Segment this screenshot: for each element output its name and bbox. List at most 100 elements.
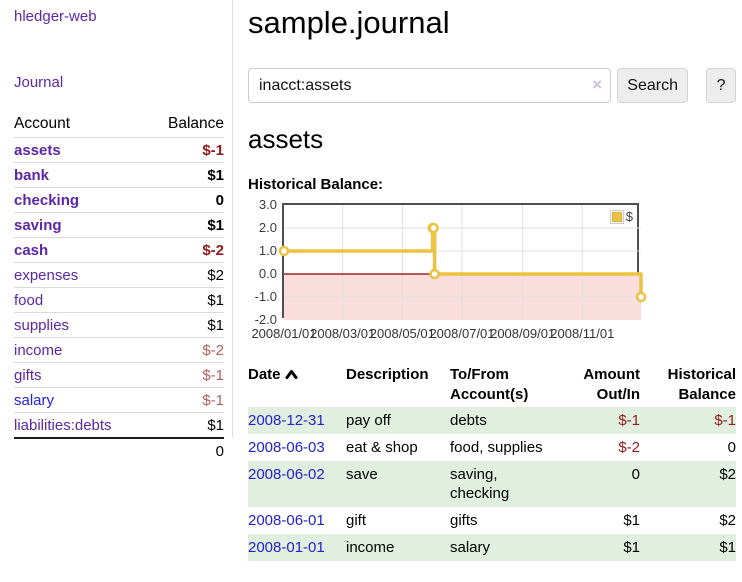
transaction-accounts: food, supplies bbox=[450, 434, 548, 461]
account-row-bank: bank $1 bbox=[14, 163, 224, 188]
account-balance: $-2 bbox=[147, 238, 224, 263]
col-header-balance: Historical Balance bbox=[640, 363, 736, 407]
accounts-col-account: Account bbox=[14, 112, 147, 138]
account-link-checking[interactable]: checking bbox=[14, 192, 79, 209]
account-heading: assets bbox=[248, 124, 736, 155]
transaction-balance: $2 bbox=[640, 507, 736, 534]
transaction-amount: 0 bbox=[548, 461, 640, 507]
search-form: × Search ? bbox=[248, 68, 736, 103]
accounts-col-balance: Balance bbox=[147, 112, 224, 138]
transaction-date-link[interactable]: 2008-12-31 bbox=[248, 412, 325, 429]
col-header-date-label: Date bbox=[248, 366, 281, 383]
col-header-date[interactable]: Date bbox=[248, 363, 346, 407]
transaction-amount: $1 bbox=[548, 534, 640, 561]
account-row-gifts: gifts $-1 bbox=[14, 363, 224, 388]
transaction-amount: $1 bbox=[548, 507, 640, 534]
chart-title: Historical Balance: bbox=[248, 176, 736, 193]
account-row-cash: cash $-2 bbox=[14, 238, 224, 263]
account-row-assets: assets $-1 bbox=[14, 138, 224, 163]
transaction-description: income bbox=[346, 534, 450, 561]
search-input[interactable] bbox=[248, 68, 611, 103]
account-link-saving[interactable]: saving bbox=[14, 217, 62, 234]
app-title-link[interactable]: hledger-web bbox=[14, 8, 224, 25]
account-link-food[interactable]: food bbox=[14, 292, 43, 309]
account-balance: 0 bbox=[147, 188, 224, 213]
search-button[interactable]: Search bbox=[617, 68, 688, 103]
transaction-date-link[interactable]: 2008-06-02 bbox=[248, 466, 325, 483]
transaction-accounts: salary bbox=[450, 534, 548, 561]
sidebar-item-journal[interactable]: Journal bbox=[14, 74, 224, 91]
legend-label: $ bbox=[626, 209, 633, 224]
help-button[interactable]: ? bbox=[706, 68, 736, 103]
account-balance: $1 bbox=[147, 163, 224, 188]
page-title: sample.journal bbox=[248, 5, 736, 41]
transaction-row: 2008-01-01 income salary $1 $1 bbox=[248, 534, 736, 561]
legend-swatch-icon bbox=[610, 210, 624, 224]
y-axis-tick-label: -2.0 bbox=[248, 312, 277, 327]
transaction-row: 2008-06-03 eat & shop food, supplies $-2… bbox=[248, 434, 736, 461]
y-axis-tick-label: 3.0 bbox=[248, 197, 277, 212]
chart-canvas bbox=[284, 205, 641, 320]
clear-search-icon[interactable]: × bbox=[592, 75, 602, 95]
transaction-date-link[interactable]: 2008-01-01 bbox=[248, 539, 325, 556]
sort-ascending-icon bbox=[285, 366, 298, 386]
account-row-salary: salary $-1 bbox=[14, 388, 224, 413]
account-link-cash[interactable]: cash bbox=[14, 242, 48, 259]
y-axis-tick-label: 1.0 bbox=[248, 243, 277, 258]
transaction-balance: $1 bbox=[640, 534, 736, 561]
transaction-description: gift bbox=[346, 507, 450, 534]
accounts-table: Account Balance assets $-1 bank $1 check… bbox=[14, 112, 224, 463]
y-axis-tick-label: -1.0 bbox=[248, 289, 277, 304]
sidebar: hledger-web Journal Account Balance asse… bbox=[0, 0, 233, 438]
transaction-accounts: saving, checking bbox=[450, 461, 548, 507]
transaction-accounts: gifts bbox=[450, 507, 548, 534]
transactions-header-row: Date Description To/From Account(s) Amou… bbox=[248, 363, 736, 407]
account-balance: $-1 bbox=[147, 138, 224, 163]
transaction-accounts: debts bbox=[450, 407, 548, 434]
col-header-accounts: To/From Account(s) bbox=[450, 363, 548, 407]
transaction-row: 2008-06-02 save saving, checking 0 $2 bbox=[248, 461, 736, 507]
account-balance: $1 bbox=[147, 413, 224, 439]
account-balance: $-1 bbox=[147, 388, 224, 413]
x-axis-tick-label: 2008/11/01 bbox=[545, 326, 619, 341]
transaction-date-link[interactable]: 2008-06-03 bbox=[248, 439, 325, 456]
account-row-income: income $-2 bbox=[14, 338, 224, 363]
transaction-balance: $2 bbox=[640, 461, 736, 507]
account-link-income[interactable]: income bbox=[14, 342, 62, 359]
account-row-saving: saving $1 bbox=[14, 213, 224, 238]
account-row-food: food $1 bbox=[14, 288, 224, 313]
y-axis-tick-label: 0.0 bbox=[248, 266, 277, 281]
transaction-amount: $-1 bbox=[548, 407, 640, 434]
chart-plot-area: $ bbox=[282, 203, 639, 318]
transaction-description: pay off bbox=[346, 407, 450, 434]
transaction-row: 2008-06-01 gift gifts $1 $2 bbox=[248, 507, 736, 534]
transaction-amount: $-2 bbox=[548, 434, 640, 461]
account-balance: $2 bbox=[147, 263, 224, 288]
account-link-liabilities-debts[interactable]: liabilities:debts bbox=[14, 417, 112, 434]
account-link-expenses[interactable]: expenses bbox=[14, 267, 78, 284]
account-balance: $-2 bbox=[147, 338, 224, 363]
account-row-liabilities-debts: liabilities:debts $1 bbox=[14, 413, 224, 439]
main-content: sample.journal × Search ? assets Histori… bbox=[248, 0, 736, 561]
accounts-total-value: 0 bbox=[147, 438, 224, 463]
account-balance: $1 bbox=[147, 313, 224, 338]
transactions-table: Date Description To/From Account(s) Amou… bbox=[248, 363, 736, 561]
account-link-gifts[interactable]: gifts bbox=[14, 367, 42, 384]
transaction-row: 2008-12-31 pay off debts $-1 $-1 bbox=[248, 407, 736, 434]
chart-legend: $ bbox=[609, 208, 634, 225]
transaction-balance: $-1 bbox=[640, 407, 736, 434]
account-link-supplies[interactable]: supplies bbox=[14, 317, 69, 334]
account-link-assets[interactable]: assets bbox=[14, 142, 61, 159]
transaction-description: save bbox=[346, 461, 450, 507]
account-link-bank[interactable]: bank bbox=[14, 167, 49, 184]
account-balance: $-1 bbox=[147, 363, 224, 388]
account-balance: $1 bbox=[147, 213, 224, 238]
transaction-date-link[interactable]: 2008-06-01 bbox=[248, 512, 325, 529]
account-link-salary[interactable]: salary bbox=[14, 392, 54, 409]
col-header-amount: Amount Out/In bbox=[548, 363, 640, 407]
historical-balance-chart: $ 3.02.01.00.0-1.0-2.02008/01/012008/03/… bbox=[248, 201, 736, 343]
y-axis-tick-label: 2.0 bbox=[248, 220, 277, 235]
account-row-expenses: expenses $2 bbox=[14, 263, 224, 288]
transaction-description: eat & shop bbox=[346, 434, 450, 461]
accounts-total-row: 0 bbox=[14, 438, 224, 463]
